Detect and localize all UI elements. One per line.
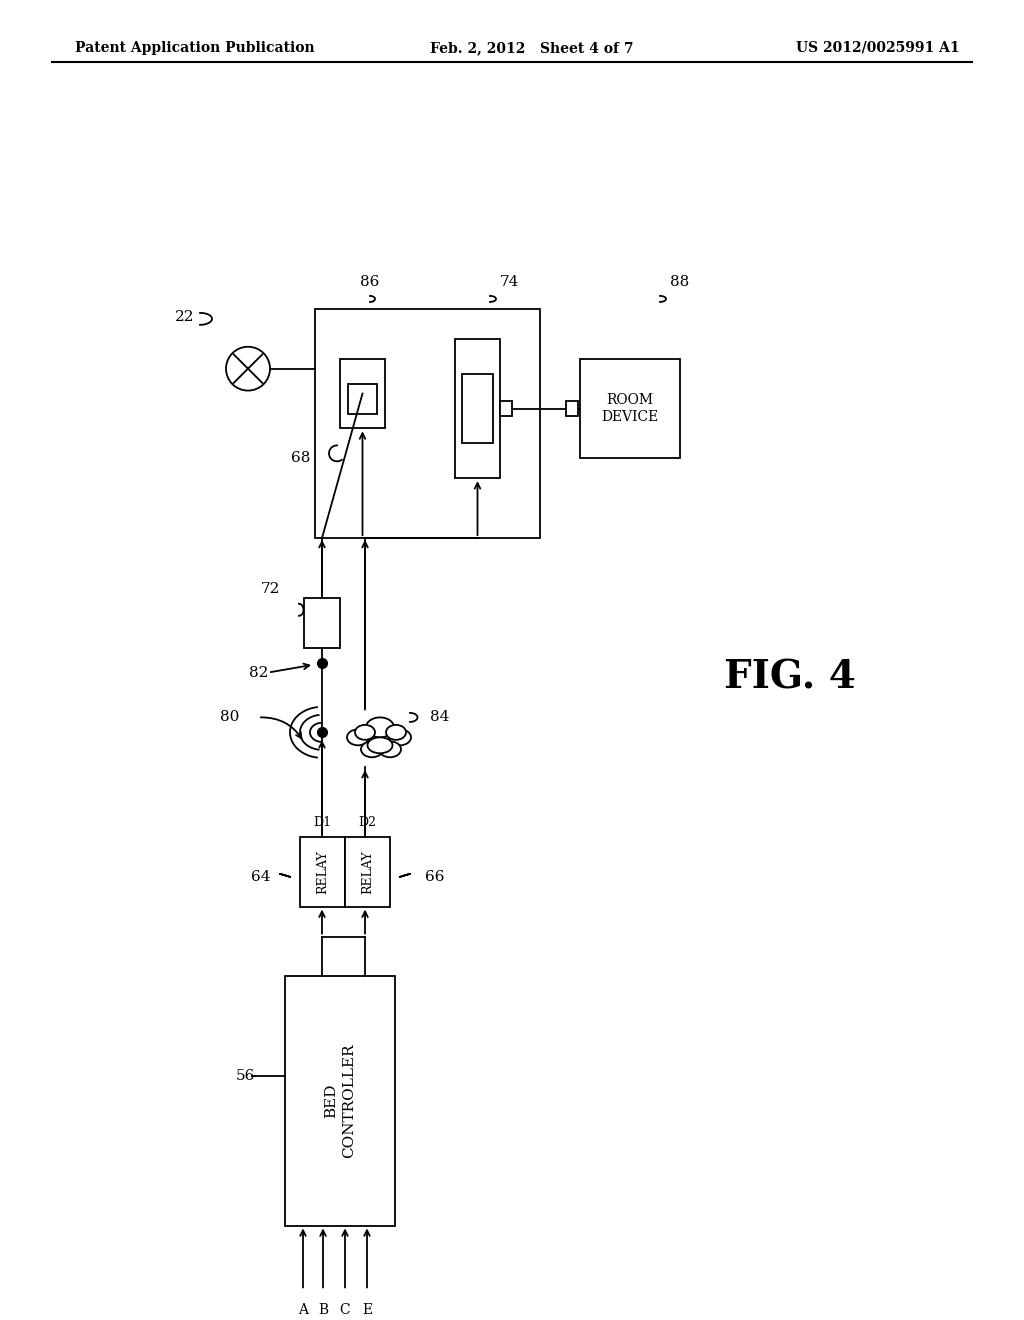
Text: 64: 64 xyxy=(251,870,270,884)
FancyBboxPatch shape xyxy=(500,400,512,417)
FancyBboxPatch shape xyxy=(315,309,540,539)
Text: ROOM
DEVICE: ROOM DEVICE xyxy=(601,393,658,424)
Text: Patent Application Publication: Patent Application Publication xyxy=(75,41,314,55)
FancyBboxPatch shape xyxy=(340,359,385,429)
Text: C: C xyxy=(340,1303,350,1317)
FancyBboxPatch shape xyxy=(345,837,390,907)
Ellipse shape xyxy=(386,725,406,739)
FancyBboxPatch shape xyxy=(304,598,340,648)
Text: 88: 88 xyxy=(670,275,689,289)
Ellipse shape xyxy=(379,742,401,758)
Ellipse shape xyxy=(389,730,411,746)
Text: 22: 22 xyxy=(175,310,195,323)
FancyBboxPatch shape xyxy=(455,339,500,478)
Ellipse shape xyxy=(355,725,375,739)
FancyBboxPatch shape xyxy=(285,977,395,1225)
Ellipse shape xyxy=(366,717,394,738)
Text: 72: 72 xyxy=(261,582,280,595)
Text: B: B xyxy=(317,1303,328,1317)
Text: 80: 80 xyxy=(220,710,240,725)
Text: 56: 56 xyxy=(236,1069,255,1084)
Text: 84: 84 xyxy=(430,710,450,725)
Text: FIG. 4: FIG. 4 xyxy=(724,659,856,697)
Ellipse shape xyxy=(361,742,383,758)
Text: Feb. 2, 2012   Sheet 4 of 7: Feb. 2, 2012 Sheet 4 of 7 xyxy=(430,41,634,55)
Text: RELAY: RELAY xyxy=(361,850,374,894)
Text: BED
CONTROLLER: BED CONTROLLER xyxy=(325,1044,355,1159)
Text: D1: D1 xyxy=(313,816,332,829)
Text: D2: D2 xyxy=(358,816,377,829)
Circle shape xyxy=(226,347,270,391)
Text: A: A xyxy=(298,1303,308,1317)
Text: 68: 68 xyxy=(291,451,310,466)
Text: RELAY: RELAY xyxy=(316,850,329,894)
FancyBboxPatch shape xyxy=(566,400,578,417)
Text: E: E xyxy=(361,1303,372,1317)
FancyBboxPatch shape xyxy=(462,374,493,444)
Text: US 2012/0025991 A1: US 2012/0025991 A1 xyxy=(797,41,961,55)
Text: 86: 86 xyxy=(360,275,380,289)
Ellipse shape xyxy=(347,730,369,746)
Text: 82: 82 xyxy=(249,665,268,680)
Ellipse shape xyxy=(368,738,392,754)
FancyBboxPatch shape xyxy=(300,837,345,907)
Text: 66: 66 xyxy=(425,870,444,884)
Text: 74: 74 xyxy=(500,275,519,289)
FancyBboxPatch shape xyxy=(348,384,377,413)
FancyBboxPatch shape xyxy=(580,359,680,458)
